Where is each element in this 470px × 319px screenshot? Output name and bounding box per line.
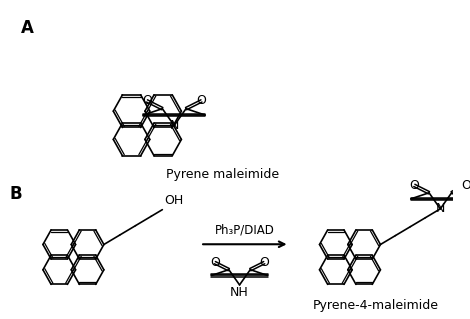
Text: B: B [9, 185, 22, 203]
Text: O: O [196, 94, 206, 108]
Text: N: N [436, 202, 445, 215]
Text: Pyrene maleimide: Pyrene maleimide [166, 168, 279, 181]
Text: O: O [409, 179, 419, 192]
Text: O: O [259, 256, 269, 269]
Text: OH: OH [164, 194, 183, 207]
Text: O: O [142, 94, 152, 108]
Text: Pyrene-4-maleimide: Pyrene-4-maleimide [313, 299, 439, 312]
Text: NH: NH [230, 286, 249, 299]
Text: N: N [170, 119, 179, 132]
Text: A: A [21, 19, 33, 37]
Text: O: O [210, 256, 220, 269]
Text: O: O [462, 179, 470, 192]
Text: Ph₃P/DIAD: Ph₃P/DIAD [214, 223, 274, 236]
